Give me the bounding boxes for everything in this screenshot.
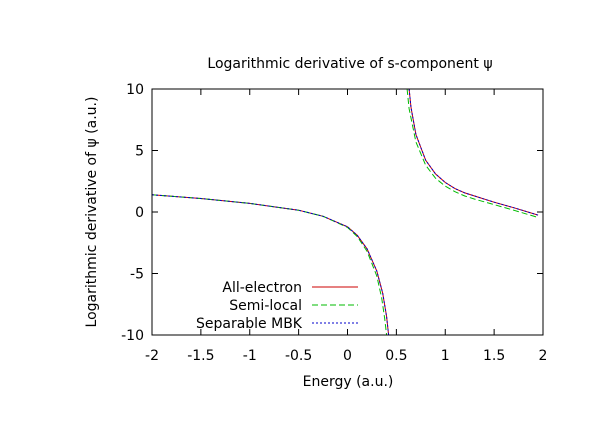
legend: All-electron Semi-local Separable MBK bbox=[196, 280, 358, 332]
legend-label: Separable MBK bbox=[196, 316, 303, 332]
x-tick-label: 2 bbox=[539, 348, 548, 364]
y-tick-label: -5 bbox=[130, 267, 144, 283]
ticks: -2 -1.5 -1 -0.5 0 0.5 1 1.5 2 -10 -5 0 5 10 bbox=[121, 82, 547, 364]
series-line-1 bbox=[406, 88, 539, 218]
x-tick-label: -2 bbox=[145, 348, 159, 364]
y-axis-label: Logarithmic derivative of ψ (a.u.) bbox=[84, 97, 100, 328]
x-tick-label: -1.5 bbox=[187, 348, 214, 364]
x-axis-label: Energy (a.u.) bbox=[303, 374, 394, 390]
series-line-2 bbox=[408, 88, 539, 216]
x-tick-label: 0 bbox=[343, 348, 352, 364]
plot-frame bbox=[151, 88, 544, 336]
series-line-1 bbox=[151, 194, 388, 336]
y-tick-label: 0 bbox=[135, 205, 144, 221]
legend-label: All-electron bbox=[222, 280, 302, 296]
x-tick-label: -0.5 bbox=[285, 348, 312, 364]
legend-label: Semi-local bbox=[229, 298, 302, 314]
y-tick-label: 5 bbox=[135, 144, 144, 160]
y-tick-label: -10 bbox=[121, 328, 144, 344]
y-tick-label: 10 bbox=[126, 82, 144, 98]
x-tick-label: 1.5 bbox=[483, 348, 505, 364]
chart-title: Logarithmic derivative of s-component ψ bbox=[207, 56, 492, 72]
series-line-2 bbox=[151, 194, 390, 336]
x-tick-label: 1 bbox=[441, 348, 450, 364]
x-tick-label: -1 bbox=[243, 348, 257, 364]
x-tick-label: 0.5 bbox=[385, 348, 407, 364]
series-lines bbox=[151, 88, 539, 336]
